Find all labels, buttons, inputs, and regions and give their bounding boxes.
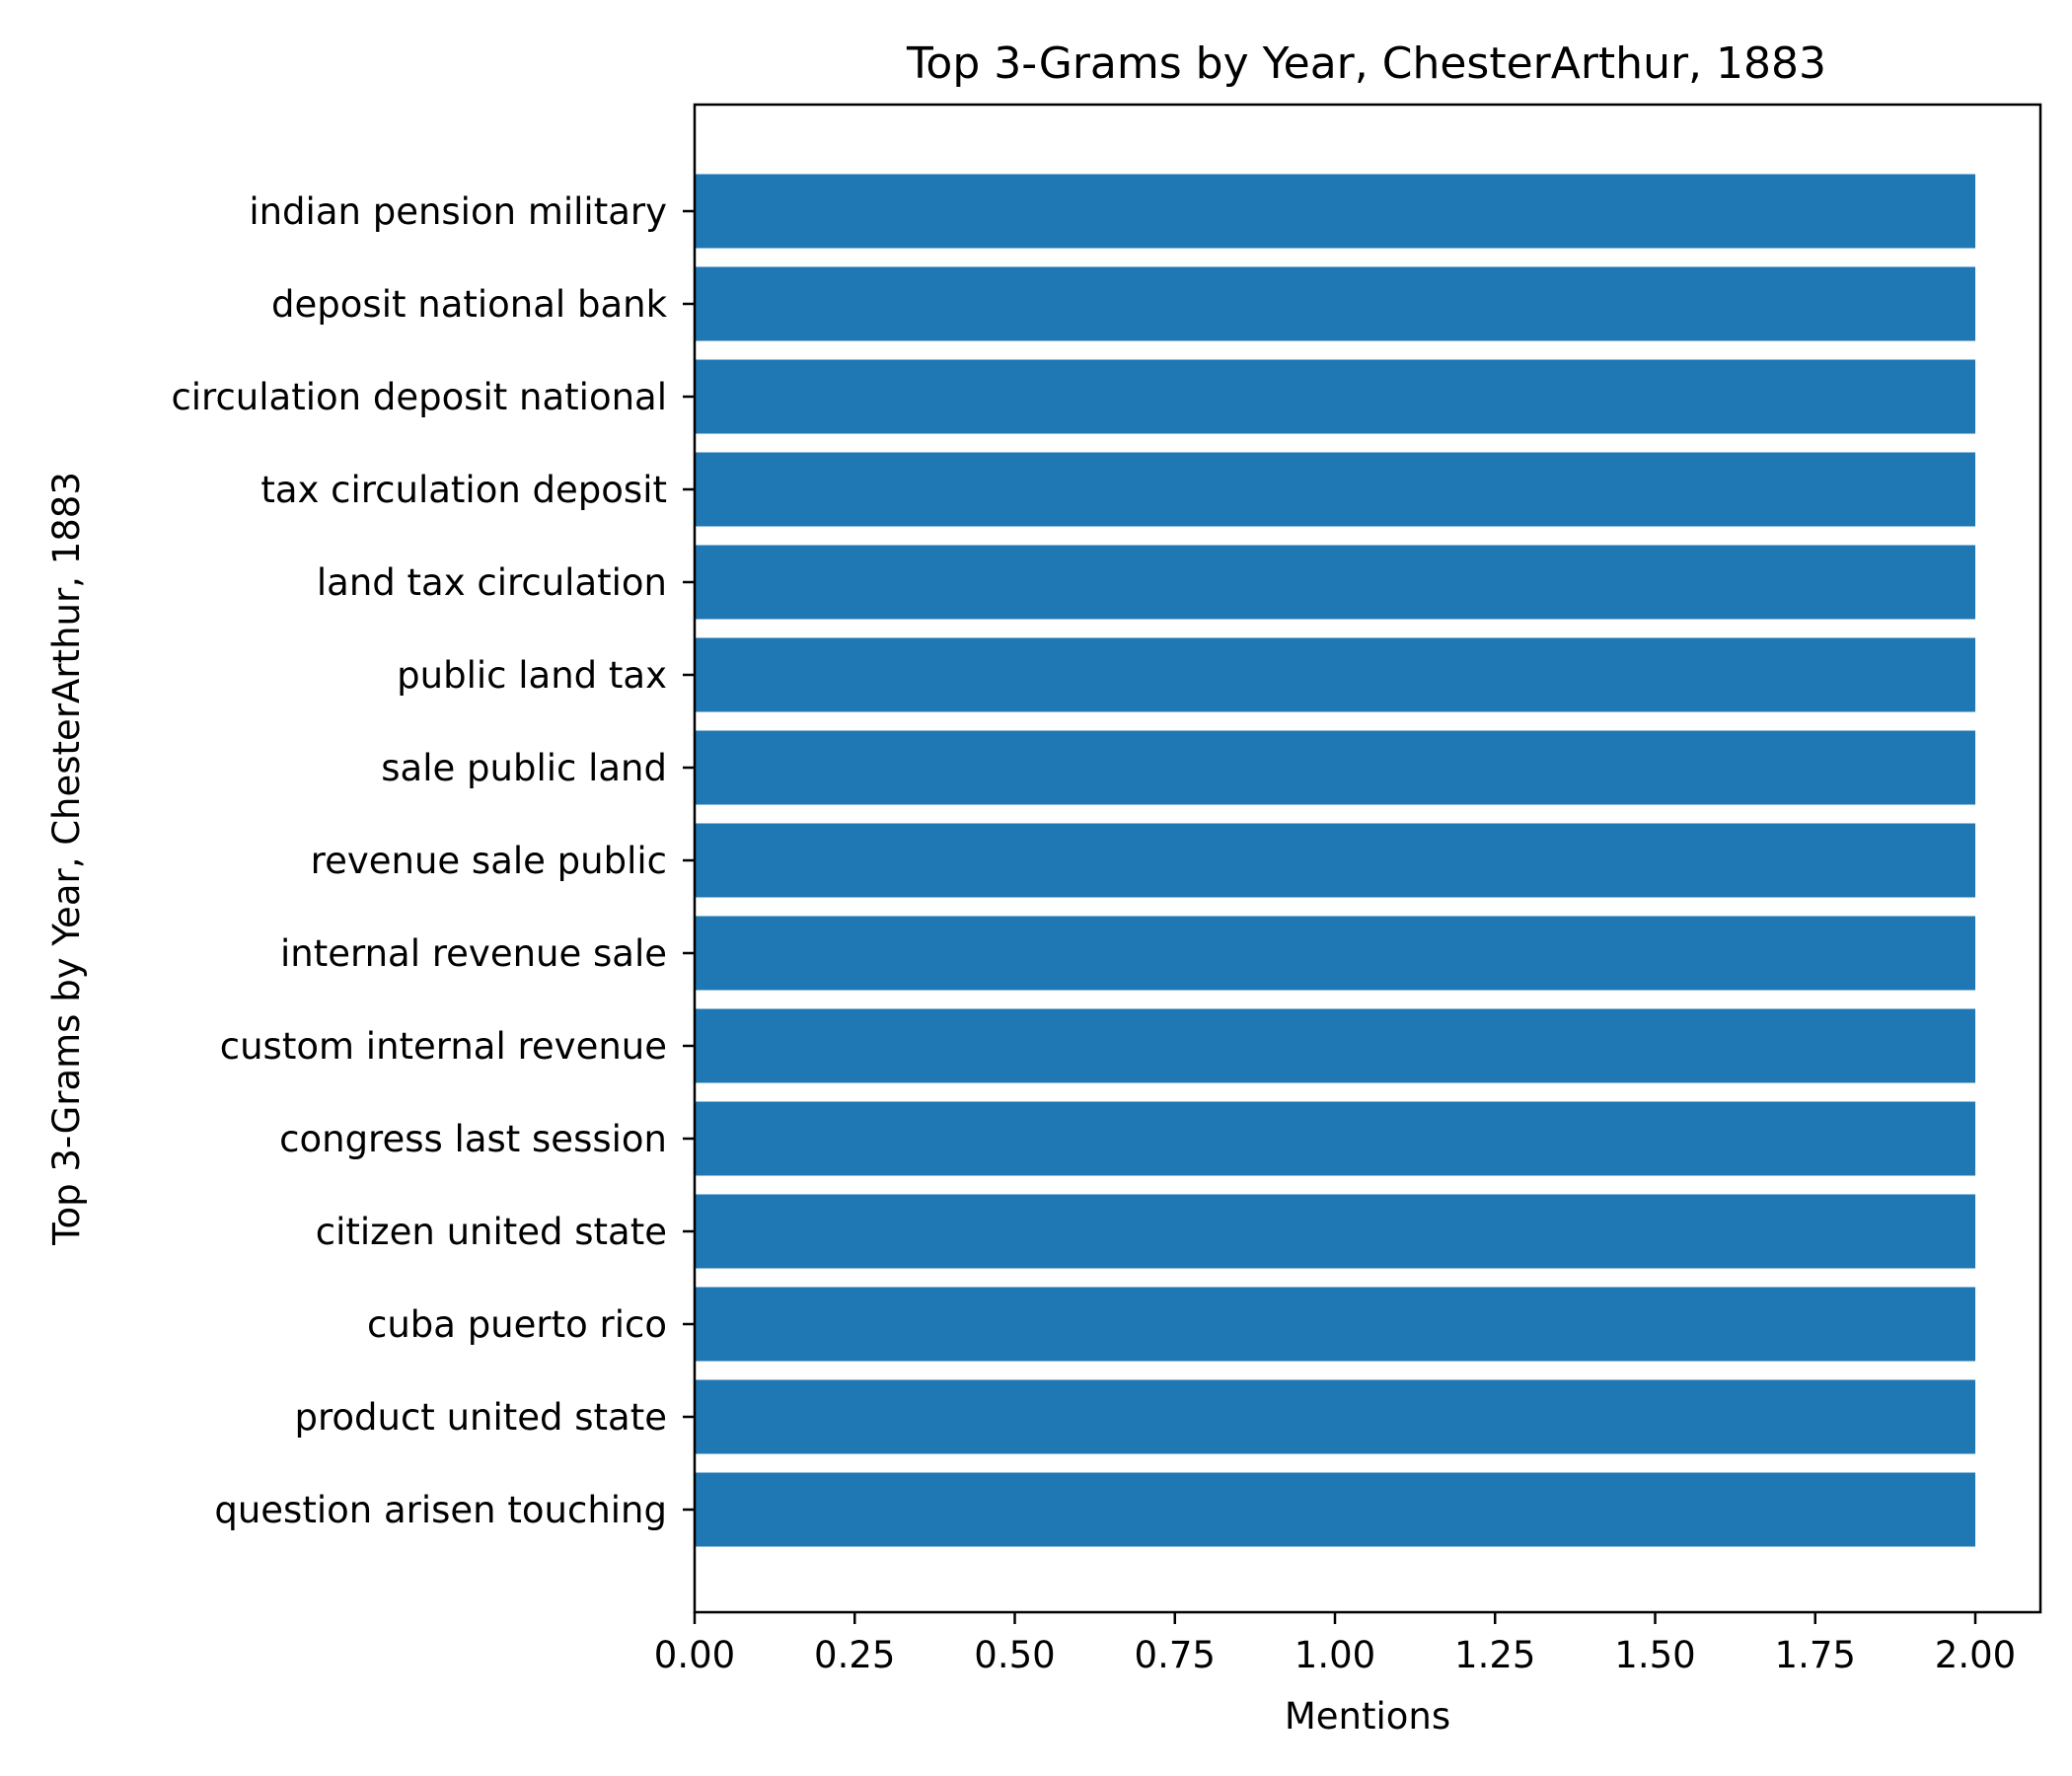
bar bbox=[695, 1101, 1975, 1176]
y-tick-label: custom internal revenue bbox=[220, 1025, 667, 1068]
bar bbox=[695, 174, 1975, 249]
y-tick-label: deposit national bank bbox=[271, 283, 668, 326]
x-tick-label: 0.25 bbox=[814, 1634, 895, 1676]
y-tick-label: question arisen touching bbox=[214, 1489, 667, 1531]
y-axis-ticks: indian pension military deposit national … bbox=[171, 190, 695, 1531]
y-tick-label: citizen united state bbox=[316, 1211, 667, 1253]
x-axis-label: Mentions bbox=[1285, 1695, 1450, 1738]
x-tick-label: 1.00 bbox=[1295, 1634, 1375, 1676]
bar bbox=[695, 1194, 1975, 1269]
bar bbox=[695, 1379, 1975, 1454]
plot-frame bbox=[693, 103, 2042, 1614]
y-tick-label: public land tax bbox=[397, 654, 667, 697]
chart-title: Top 3-Grams by Year, ChesterArthur, 1883 bbox=[906, 38, 1826, 89]
bar bbox=[695, 1287, 1975, 1362]
x-tick-label: 0.50 bbox=[974, 1634, 1055, 1676]
y-tick-label: revenue sale public bbox=[311, 840, 667, 882]
x-tick-label: 1.25 bbox=[1454, 1634, 1535, 1676]
bar bbox=[695, 266, 1975, 341]
y-tick-label: product united state bbox=[295, 1396, 668, 1439]
y-tick-label: tax circulation deposit bbox=[260, 469, 667, 511]
x-tick-label: 1.75 bbox=[1775, 1634, 1856, 1676]
y-tick-label: indian pension military bbox=[249, 190, 667, 233]
y-axis-label: Top 3-Grams by Year, ChesterArthur, 1883 bbox=[45, 472, 88, 1246]
bar bbox=[695, 1472, 1975, 1547]
bar bbox=[695, 823, 1975, 898]
bar bbox=[695, 637, 1975, 712]
y-tick-label: congress last session bbox=[279, 1118, 667, 1160]
bar bbox=[695, 545, 1975, 620]
x-tick-label: 0.75 bbox=[1135, 1634, 1216, 1676]
bar bbox=[695, 452, 1975, 527]
bars-group bbox=[695, 174, 1975, 1547]
bar bbox=[695, 359, 1975, 434]
x-axis-ticks: 0.00 0.25 0.50 0.75 1.00 1.25 1.50 1.75 2.00 bbox=[654, 1612, 2016, 1676]
y-tick-label: internal revenue sale bbox=[280, 932, 667, 975]
bar bbox=[695, 916, 1975, 991]
bar bbox=[695, 1008, 1975, 1083]
y-tick-label: circulation deposit national bbox=[171, 376, 667, 418]
x-tick-label: 1.50 bbox=[1614, 1634, 1695, 1676]
y-tick-label: cuba puerto rico bbox=[367, 1303, 667, 1346]
y-tick-label: sale public land bbox=[381, 747, 667, 789]
bar bbox=[695, 730, 1975, 805]
x-tick-label: 0.00 bbox=[654, 1634, 735, 1676]
y-tick-label: land tax circulation bbox=[317, 561, 667, 604]
x-tick-label: 2.00 bbox=[1935, 1634, 2016, 1676]
